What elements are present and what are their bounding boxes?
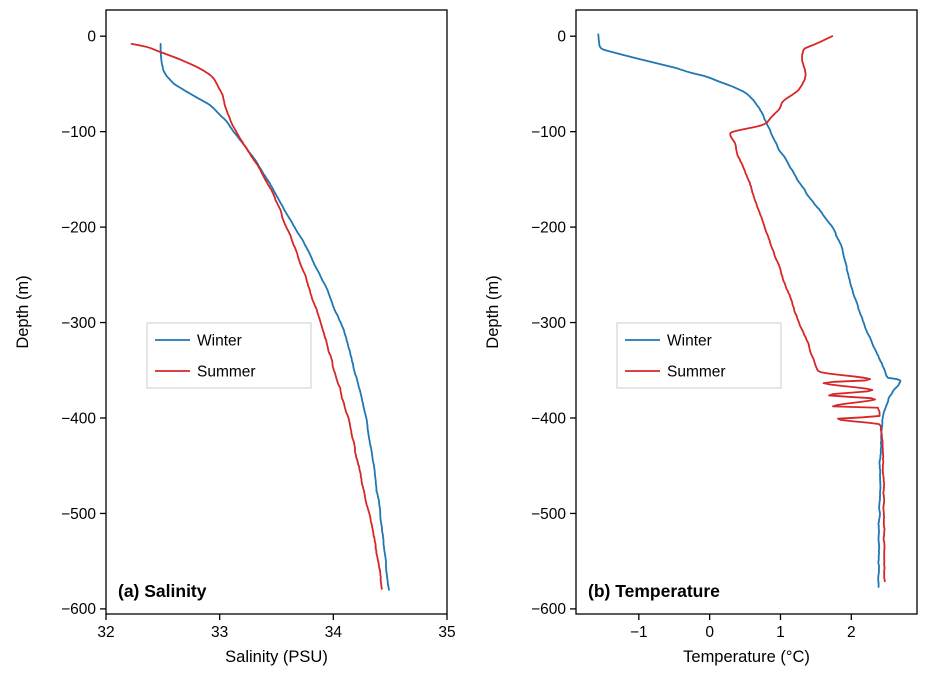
svg-text:−100: −100 [61,124,96,141]
svg-text:0: 0 [705,624,714,641]
svg-text:−500: −500 [531,506,566,523]
svg-text:−1: −1 [630,624,648,641]
svg-text:32: 32 [97,624,114,641]
svg-text:−400: −400 [61,410,96,427]
svg-text:Salinity (PSU): Salinity (PSU) [225,648,328,666]
svg-text:35: 35 [438,624,455,641]
svg-text:Summer: Summer [667,364,726,381]
svg-text:0: 0 [87,29,96,46]
svg-text:Winter: Winter [197,333,242,350]
svg-text:33: 33 [211,624,228,641]
svg-text:−200: −200 [61,219,96,236]
svg-text:−100: −100 [531,124,566,141]
svg-text:(b) Temperature: (b) Temperature [588,581,720,601]
svg-text:−300: −300 [531,315,566,332]
svg-text:−300: −300 [61,315,96,332]
svg-text:2: 2 [847,624,856,641]
svg-text:−400: −400 [531,410,566,427]
svg-text:−500: −500 [61,506,96,523]
svg-text:Depth (m): Depth (m) [14,275,32,348]
svg-text:Winter: Winter [667,333,712,350]
svg-text:(a) Salinity: (a) Salinity [118,581,207,601]
svg-text:Temperature (°C): Temperature (°C) [683,648,810,666]
svg-text:0: 0 [557,29,566,46]
svg-text:34: 34 [325,624,343,641]
svg-text:Summer: Summer [197,364,256,381]
svg-text:−200: −200 [531,219,566,236]
svg-text:Depth (m): Depth (m) [484,275,502,348]
svg-text:−600: −600 [531,601,566,618]
svg-text:1: 1 [776,624,785,641]
svg-text:−600: −600 [61,601,96,618]
